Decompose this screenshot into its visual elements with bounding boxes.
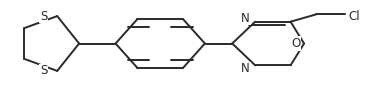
Text: S: S: [40, 10, 48, 23]
Text: N: N: [241, 12, 250, 25]
Text: Cl: Cl: [348, 10, 360, 23]
Text: N: N: [241, 62, 250, 75]
Text: O: O: [291, 37, 300, 50]
Text: S: S: [40, 64, 48, 77]
